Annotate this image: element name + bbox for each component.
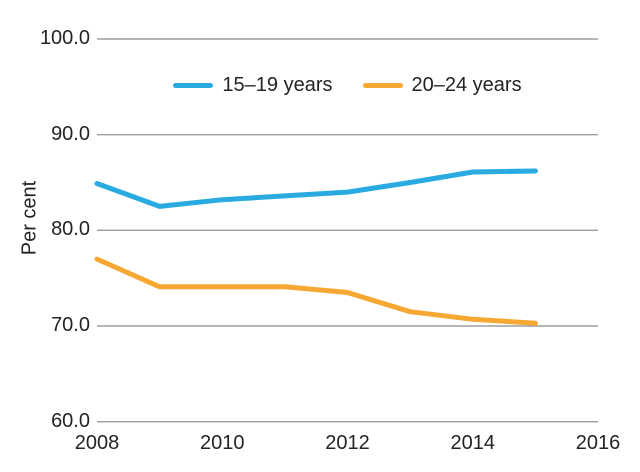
legend-item-15-19-years: 15–19 years (173, 74, 333, 97)
x-tick-label: 2008 (74, 432, 120, 454)
legend: 15–19 years 20–24 years (97, 74, 598, 97)
y-tick-label: 90.0 (51, 122, 90, 145)
x-tick-label: 2014 (450, 432, 496, 454)
legend-swatch-blue-icon (173, 83, 214, 88)
y-tick-label: 60.0 (51, 409, 90, 432)
legend-item-20-24-years: 20–24 years (362, 74, 522, 97)
x-tick-label: 2016 (575, 432, 621, 454)
y-axis-title: Per cent (18, 180, 41, 256)
series-line-0 (94, 168, 538, 209)
legend-swatch-orange-icon (362, 83, 403, 88)
legend-label: 20–24 years (411, 74, 522, 96)
series-line-1 (94, 256, 538, 326)
x-tick-label: 2012 (325, 432, 370, 454)
y-tick-label: 70.0 (51, 314, 90, 337)
x-tick-label: 2010 (200, 432, 245, 454)
y-tick-label: 100.0 (39, 27, 90, 50)
y-tick-label: 80.0 (51, 218, 90, 241)
legend-label: 15–19 years (222, 74, 333, 96)
